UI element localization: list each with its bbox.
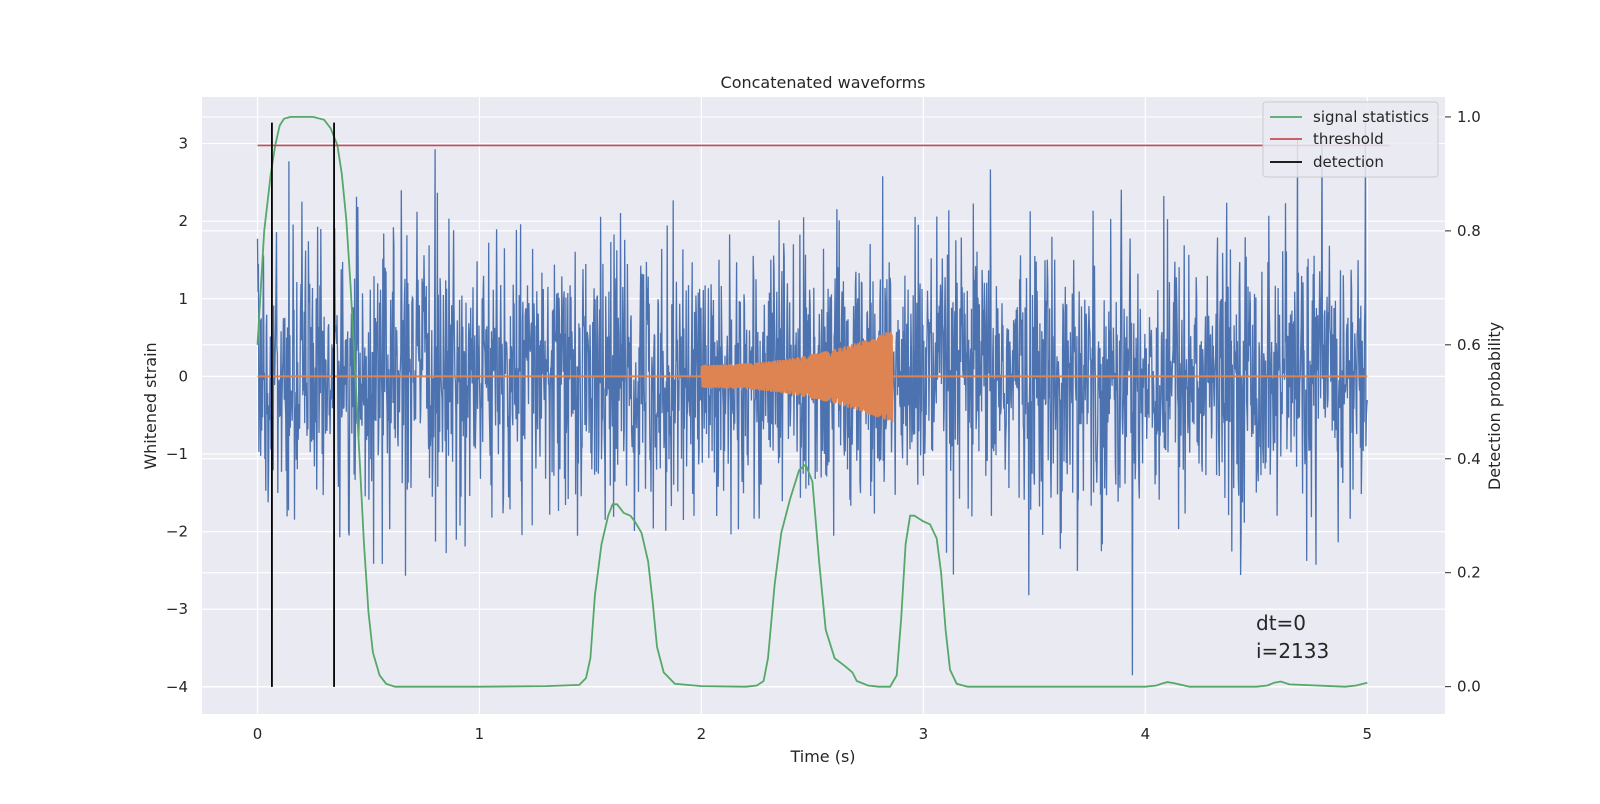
x-axis-label: Time (s) xyxy=(789,747,855,766)
chart-title: Concatenated waveforms xyxy=(721,73,926,92)
y-tick-label: 0 xyxy=(178,367,188,385)
y-axis-label: Whitened strain xyxy=(141,342,160,469)
y-tick-label: 2 xyxy=(178,212,188,230)
y2-tick-label: 1.0 xyxy=(1457,108,1481,126)
y2-tick-label: 0.2 xyxy=(1457,564,1481,582)
y-tick-label: −4 xyxy=(166,678,188,696)
y2-tick-label: 0.0 xyxy=(1457,678,1481,696)
x-tick-label: 2 xyxy=(697,725,707,743)
y-tick-label: −1 xyxy=(166,445,188,463)
plot-series xyxy=(256,116,1390,688)
annotation-i: i=2133 xyxy=(1256,639,1329,663)
x-tick-label: 3 xyxy=(919,725,929,743)
annotation-dt: dt=0 xyxy=(1256,611,1306,635)
y-tick-label: −2 xyxy=(166,523,188,541)
legend-label-threshold: threshold xyxy=(1313,130,1384,148)
x-tick-label: 1 xyxy=(475,725,485,743)
y-tick-label: 3 xyxy=(178,135,188,153)
y2-tick-label: 0.8 xyxy=(1457,222,1481,240)
y-tick-label: −3 xyxy=(166,600,188,618)
y2-axis-label: Detection probability xyxy=(1485,322,1504,490)
signal-statistics-line xyxy=(256,116,1368,688)
legend-box xyxy=(1262,101,1439,178)
legend-label-signal-statistics: signal statistics xyxy=(1313,108,1429,126)
y2-tick-label: 0.4 xyxy=(1457,450,1481,468)
y-tick-label: 1 xyxy=(178,290,188,308)
x-tick-label: 5 xyxy=(1363,725,1373,743)
y2-tick-label: 0.6 xyxy=(1457,336,1481,354)
legend: signal statistics threshold detection xyxy=(1262,101,1439,178)
legend-label-detection: detection xyxy=(1313,153,1384,171)
axes: 0 1 2 3 4 5 −4 −3 −2 −1 0 1 2 3 0.0 0.2 0.4 0.6 0.8 1.0 xyxy=(166,108,1481,743)
chirp-series-line xyxy=(257,331,1368,423)
x-tick-label: 0 xyxy=(253,725,263,743)
x-tick-label: 4 xyxy=(1141,725,1151,743)
